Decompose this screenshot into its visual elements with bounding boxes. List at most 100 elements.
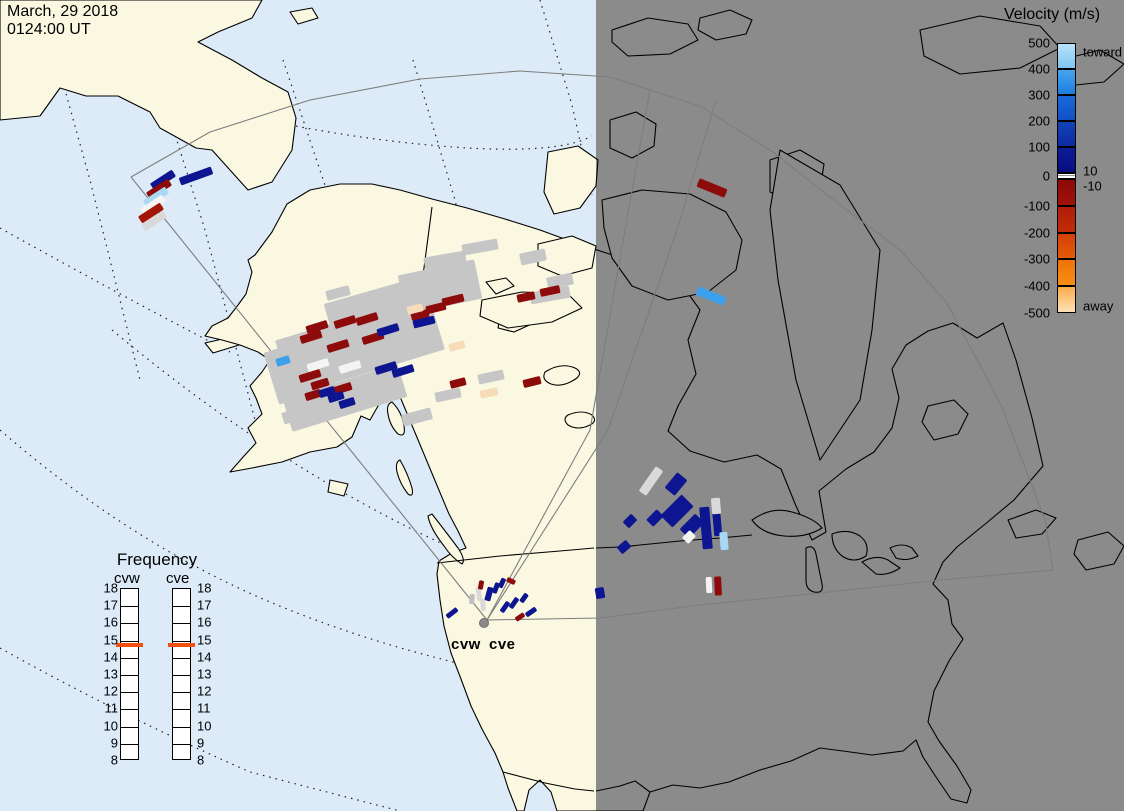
frequency-scale-label: 10 [103,718,118,734]
velocity-cell [318,386,336,398]
colorbar-segment [1057,147,1076,173]
date-label: March, 29 2018 [7,3,119,20]
velocity-cell [623,514,637,528]
colorbar-tick-label: 300 [1028,87,1050,103]
freq-col-cve: cve [166,570,190,587]
colorbar-tick-label: 0 [1042,168,1050,184]
velocity-cell [695,286,727,306]
velocity-cell [477,580,485,590]
frequency-scale-label: 12 [197,683,212,699]
frequency-scale-label: 15 [103,632,118,648]
velocity-cell [179,166,213,186]
freq-col-cvw: cvw [114,570,140,587]
frequency-title: Frequency [116,550,198,569]
frequency-marker [168,643,195,648]
velocity-cell [498,577,506,589]
velocity-cell [696,178,728,198]
velocity-cell [475,586,483,602]
ground-scatter-patch [325,285,351,301]
frequency-tick-line [173,640,190,642]
velocity-cell [143,187,169,207]
velocity-cell [509,597,519,609]
velocity-cell [338,360,362,374]
frequency-scale-label: 8 [197,752,205,768]
colorbar-tick-label: 400 [1028,61,1050,77]
colorbar-title: Velocity (m/s) [1004,6,1101,23]
toward-label: toward [1083,44,1123,60]
frequency-tick-line [173,726,190,728]
frequency-tick-line [173,692,190,694]
frequency-scale-label: 9 [197,735,205,751]
velocity-cell [539,285,561,297]
velocity-cell [680,514,704,538]
frequency-tick-line [173,623,190,625]
frequency-scale-label: 15 [197,632,212,648]
velocity-cell [355,312,379,326]
velocity-cell [304,389,322,401]
velocity-cell [310,377,330,391]
colorbar-segment [1057,69,1076,95]
frequency-scale-label: 12 [103,683,118,699]
frequency-tick-line [121,657,138,659]
velocity-cell [469,593,475,605]
frequency-tick-line [173,657,190,659]
velocity-cell [617,540,631,554]
colorbar-tick-label: -400 [1023,278,1050,294]
colorbar-tick-label: -300 [1023,251,1050,267]
frequency-scale-label: 16 [103,614,118,630]
ground-scatter-patch [434,387,462,403]
frequency-scale-label: 11 [197,700,211,716]
frequency-scale-label: 14 [103,649,118,665]
radar-site-dot [479,618,489,628]
velocity-cell [138,203,164,223]
velocity-cell [140,195,166,215]
ground-scatter-patch [401,407,433,427]
velocity-cell [326,339,350,353]
frequency-scale-label: 9 [110,735,118,751]
colorbar-segment [1057,43,1076,69]
velocity-cell [150,170,176,190]
velocity-cell [412,315,436,329]
colorbar-tick-label: 200 [1028,113,1050,129]
frequency-tick-line [121,675,138,676]
frequency-tick-line [173,606,190,608]
frequency-scale-label: 8 [110,752,118,768]
velocity-cell [299,330,323,344]
colorbar-segment [1057,259,1076,287]
frequency-scale-label: 13 [197,666,212,682]
colorbar-segment [1057,179,1076,206]
radar-label-cve: cve [489,636,516,653]
frequency-scale-label: 17 [103,597,118,613]
ground-scatter-patch [423,250,467,270]
velocity-cell [333,315,357,329]
time-label: 0124:00 UT [7,21,91,38]
frequency-scale-label: 16 [197,614,212,630]
velocity-cell [525,607,537,617]
colorbar-tick-label: 100 [1028,139,1050,155]
velocity-cell [298,369,322,383]
neg-threshold-label: -10 [1083,178,1102,194]
colorbar-segment [1057,121,1076,147]
velocity-cell [515,612,525,622]
velocity-cell [646,509,664,527]
velocity-cell [449,377,467,389]
frequency-tick-line [121,606,138,608]
colorbar-tick-label: -500 [1023,305,1050,321]
ground-scatter-patch [281,401,323,425]
velocity-cell [376,323,400,337]
radar-label-cvw: cvw [451,636,481,653]
velocity-cells [138,166,729,622]
velocity-cell [500,601,510,613]
frequency-tick-line [121,623,138,625]
frequency-tick-line [121,743,138,745]
velocity-cell [519,593,529,603]
frequency-scale-label: 11 [104,700,119,716]
date-time-block: March, 29 2018 0124:00 UT [7,3,118,39]
velocity-cell [705,576,713,594]
velocity-cell [275,355,291,367]
ground-scatter-patch [477,369,505,385]
frequency-tick-line [173,709,190,711]
pos-threshold-label: 10 [1083,163,1098,179]
